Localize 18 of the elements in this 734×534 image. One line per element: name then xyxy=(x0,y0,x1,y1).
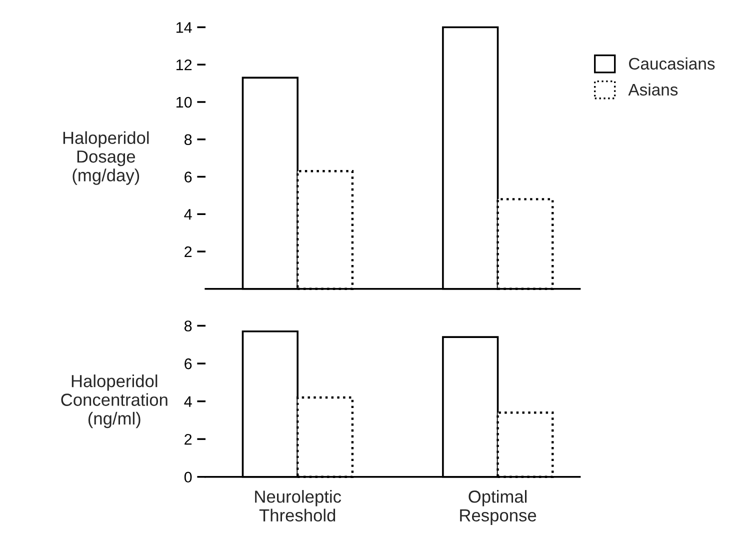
y-axis-title: Haloperidol Dosage (mg/day) xyxy=(63,131,149,185)
y-tick-label: 10 xyxy=(176,96,192,108)
y-tick-label: 2 xyxy=(184,246,192,258)
x-tick-label: Neuroleptic Threshold xyxy=(255,490,342,522)
y-axis-title: Haloperidol Concentration (ng/ml) xyxy=(61,374,168,428)
legend-label: Caucasians xyxy=(629,57,715,70)
y-tick-label: 2 xyxy=(184,434,192,445)
y-tick-label: 4 xyxy=(184,209,192,220)
y-tick-label: 6 xyxy=(184,172,192,182)
x-tick-label: Optimal Response xyxy=(460,490,536,525)
y-tick-label: 14 xyxy=(176,22,192,33)
legend-label: Asians xyxy=(628,83,678,96)
y-tick-label: 4 xyxy=(184,396,192,407)
y-tick-label: 6 xyxy=(184,358,192,370)
y-tick-label: 12 xyxy=(176,59,192,70)
y-tick-label: 8 xyxy=(184,134,192,146)
y-tick-label: 8 xyxy=(184,320,192,332)
y-tick-label: 0 xyxy=(184,472,192,483)
